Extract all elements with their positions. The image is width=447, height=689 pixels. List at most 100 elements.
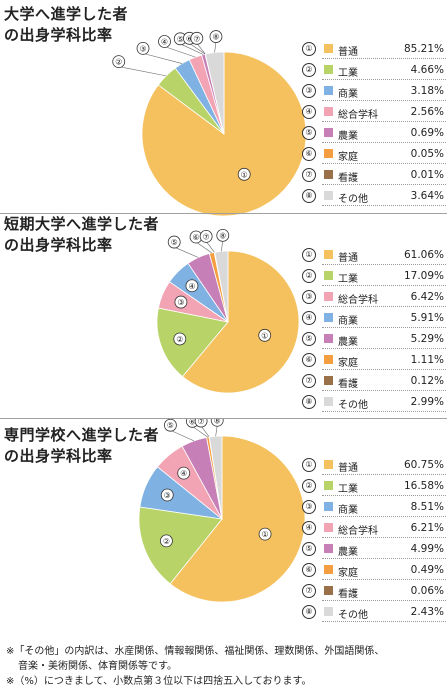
slice-marker [258,527,272,541]
legend-swatch [324,523,333,532]
legend-item: ⑥ 家庭 0.05% [302,143,446,164]
legend-label: 総合学科 [338,110,378,121]
legend-item: ④ 総合学科 6.21% [302,517,446,538]
slice-number-label: ⑥ [192,233,199,242]
slice-number-label: ⑧ [219,231,226,240]
legend-value: 5.29% [410,333,444,345]
legend-swatch [324,128,333,137]
footnote-line: ※（%）につきまして、小数点第３位以下は四捨五入しております。 [6,676,312,687]
leader-line [215,425,218,437]
legend-number: ⑤ [302,126,316,140]
legend-number: ④ [302,521,316,535]
legend-swatch [324,355,333,364]
legend-label: その他 [338,194,368,205]
legend-value: 8.51% [410,501,444,513]
legend-item: ③ 商業 8.51% [302,496,446,517]
legend-value: 2.99% [410,396,444,408]
legend-item: ② 工業 4.66% [302,59,446,80]
legend-swatch [324,544,333,553]
leader-line [192,426,208,438]
legend-value: 0.49% [410,564,444,576]
legend-item: ⑧ その他 2.43% [302,601,446,622]
legend-swatch [324,502,333,511]
leader-line [174,246,199,258]
legend-number: ⑦ [302,168,316,182]
slice-marker [190,31,204,45]
legend-swatch [324,149,333,158]
legend-number: ③ [302,84,316,98]
chart-title: 短期大学へ進学した者 の出身学科比率 [4,215,160,254]
legend-item: ⑦ 看護 0.12% [302,370,446,391]
legend-value: 0.01% [410,169,444,181]
legend-swatch [324,586,333,595]
slice-number-label: ① [241,170,248,179]
legend-item: ④ 総合学科 2.56% [302,101,446,122]
leader-line [205,241,215,253]
footnotes: ※「その他」の内訳は、水産関係、情報報関係、福祉関係、理数関係、外国語関係、 音… [6,644,384,689]
legend-value: 61.06% [403,249,444,261]
slice-marker [199,230,213,243]
legend-item: ⑥ 家庭 0.49% [302,559,446,580]
legend-value: 85.21% [403,43,444,55]
slice-number-label: ⑥ [189,419,196,426]
legend-swatch [324,271,333,280]
legend-value: 17.09% [403,270,444,282]
leader-line [195,241,212,254]
legend-number: ⑥ [302,147,316,161]
legend-item: ③ 商業 3.18% [302,80,446,101]
legend-item: ① 普通 61.06% [302,244,446,265]
legend-item: ① 普通 85.21% [302,38,446,59]
legend-swatch [324,170,333,179]
slice-number-label: ③ [177,298,184,307]
legend-number: ⑤ [302,542,316,556]
pie-slice [169,435,306,603]
slice-number-label: ③ [139,44,146,53]
chart-title: 専門学校へ進学した者 の出身学科比率 [4,426,160,465]
legend-number: ⑦ [302,584,316,598]
legend-item: ⑤ 農業 5.29% [302,328,446,349]
legend-value: 2.56% [410,106,444,118]
legend-swatch [324,107,333,116]
slice-marker [237,167,251,181]
legend-number: ① [302,248,316,262]
slice-number-label: ⑥ [186,34,193,43]
slice-number-label: ⑤ [177,35,184,44]
pie-slice [181,250,300,394]
legend-label: 看護 [338,173,358,184]
legend-swatch [324,44,333,53]
chart-legend: ① 普通 85.21% ② 工業 4.66% ③ 商業 3.18% ④ 総合学科 2.56% ⑤ 農業 0.… [302,38,446,206]
slice-marker [163,419,177,432]
legend-label: 工業 [338,68,358,79]
pie-slice [141,51,307,217]
legend-swatch [324,481,333,490]
slice-marker [160,488,174,502]
leader-line [170,429,195,442]
pie-slice [208,435,223,520]
legend-swatch [324,334,333,343]
legend-value: 6.21% [410,522,444,534]
legend-label: 普通 [338,463,358,474]
legend-label: 総合学科 [338,526,378,537]
legend-value: 6.42% [410,291,444,303]
legend-swatch [324,86,333,95]
slice-marker [136,41,150,55]
legend-swatch [324,313,333,322]
chart-legend: ① 普通 60.75% ② 工業 16.58% ③ 商業 8.51% ④ 総合学科 6.21% ⑤ 農業 4… [302,454,446,622]
legend-value: 4.99% [410,543,444,555]
legend-number: ⑤ [302,332,316,346]
legend-number: ④ [302,105,316,119]
slice-number-label: ⑦ [193,34,200,43]
legend-label: 家庭 [338,568,358,579]
legend-number: ① [302,458,316,472]
slice-number-label: ② [163,537,170,546]
chart-legend: ① 普通 61.06% ② 工業 17.09% ③ 総合学科 6.42% ④ 商業 5.91% ⑤ 農業 5… [302,244,446,412]
slice-marker [174,295,188,309]
slice-number-label: ③ [164,491,171,500]
legend-value: 3.18% [410,85,444,97]
legend-label: 普通 [338,47,358,58]
slice-marker [158,35,171,48]
legend-swatch [324,607,333,616]
pie-slice [214,250,229,323]
